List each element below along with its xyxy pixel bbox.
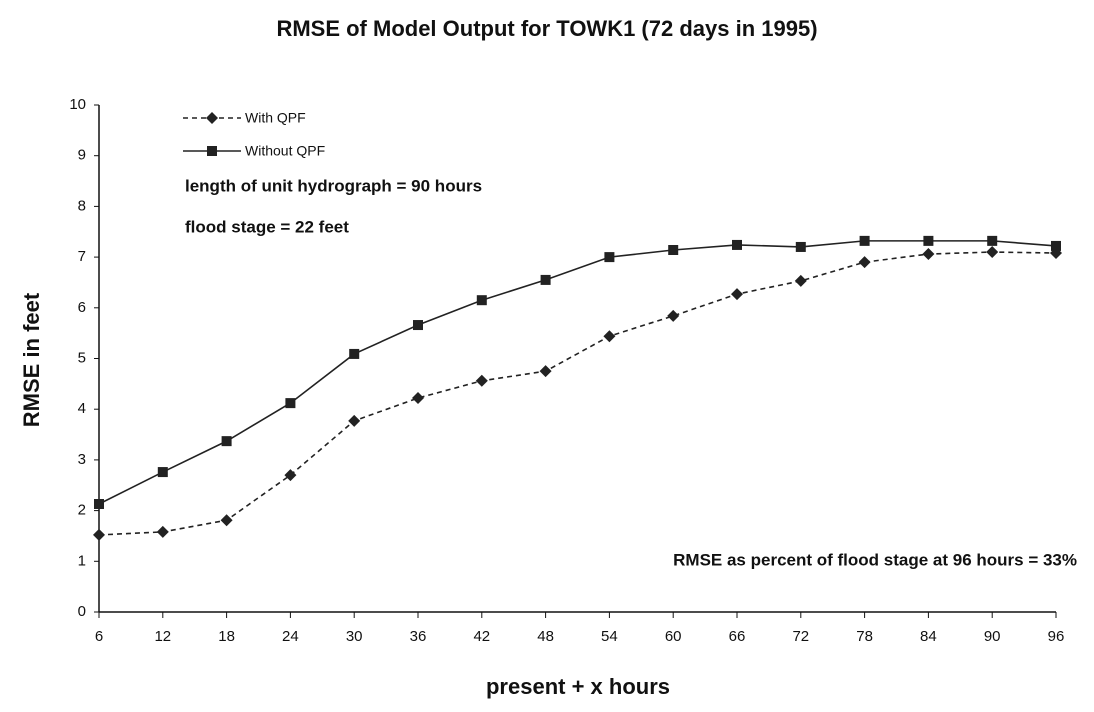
marker [667,309,680,322]
series-line [98,240,1057,505]
legend-label: Without QPF [245,143,325,159]
x-tick-label: 48 [537,628,554,645]
marker [540,274,551,285]
marker [732,239,742,250]
annotation: flood stage = 22 feet [185,217,349,236]
marker [476,295,487,306]
annotation: RMSE as percent of flood stage at 96 hou… [673,550,1077,569]
marker [94,499,104,510]
marker [858,256,871,269]
x-tick-label: 84 [920,628,937,645]
marker [1051,240,1061,251]
marker [475,374,488,387]
y-tick-label: 9 [78,147,86,164]
legend-marker [206,112,218,124]
y-tick-label: 3 [78,451,86,468]
marker [986,246,999,259]
x-tick-label: 90 [984,628,1001,645]
marker [668,245,679,256]
legend-marker [207,146,217,156]
x-tick-label: 60 [665,628,682,645]
marker [156,525,169,538]
marker [795,241,806,252]
x-tick-label: 24 [282,628,299,645]
marker [285,398,296,409]
marker [284,469,297,482]
x-tick-label: 6 [95,628,103,645]
y-tick-label: 1 [78,552,86,569]
x-tick-label: 66 [729,628,746,645]
marker [413,320,423,331]
x-axis-label: present + x hours [486,674,670,699]
marker [859,235,870,246]
marker [922,248,935,261]
chart-title: RMSE of Model Output for TOWK1 (72 days … [276,16,817,41]
y-tick-label: 4 [78,400,86,417]
marker [731,288,743,301]
annotation: length of unit hydrograph = 90 hours [185,176,482,195]
x-tick-label: 30 [346,628,363,645]
y-tick-label: 2 [78,502,86,519]
x-tick-label: 18 [218,628,235,645]
y-tick-label: 5 [78,349,86,366]
marker [987,235,998,246]
marker [604,252,615,263]
marker [794,274,807,287]
y-tick-label: 7 [78,248,86,265]
y-tick-label: 8 [78,197,86,214]
marker [221,436,232,447]
y-tick-label: 10 [69,96,86,113]
marker [157,467,168,478]
x-tick-label: 54 [601,628,618,645]
series-line [98,251,1057,536]
marker [349,348,360,359]
marker [412,392,424,405]
x-tick-label: 42 [473,628,490,645]
x-tick-label: 12 [154,628,171,645]
y-tick-label: 0 [78,603,86,620]
x-tick-label: 72 [792,628,809,645]
legend-label: With QPF [245,110,306,126]
marker [603,330,616,343]
y-tick-label: 6 [78,299,86,316]
marker [93,528,105,541]
x-tick-label: 36 [410,628,427,645]
marker [348,414,361,427]
marker [220,514,233,527]
x-tick-label: 96 [1048,628,1065,645]
x-tick-label: 78 [856,628,873,645]
marker [539,365,552,378]
y-axis-label: RMSE in feet [19,292,44,427]
marker [923,235,934,246]
